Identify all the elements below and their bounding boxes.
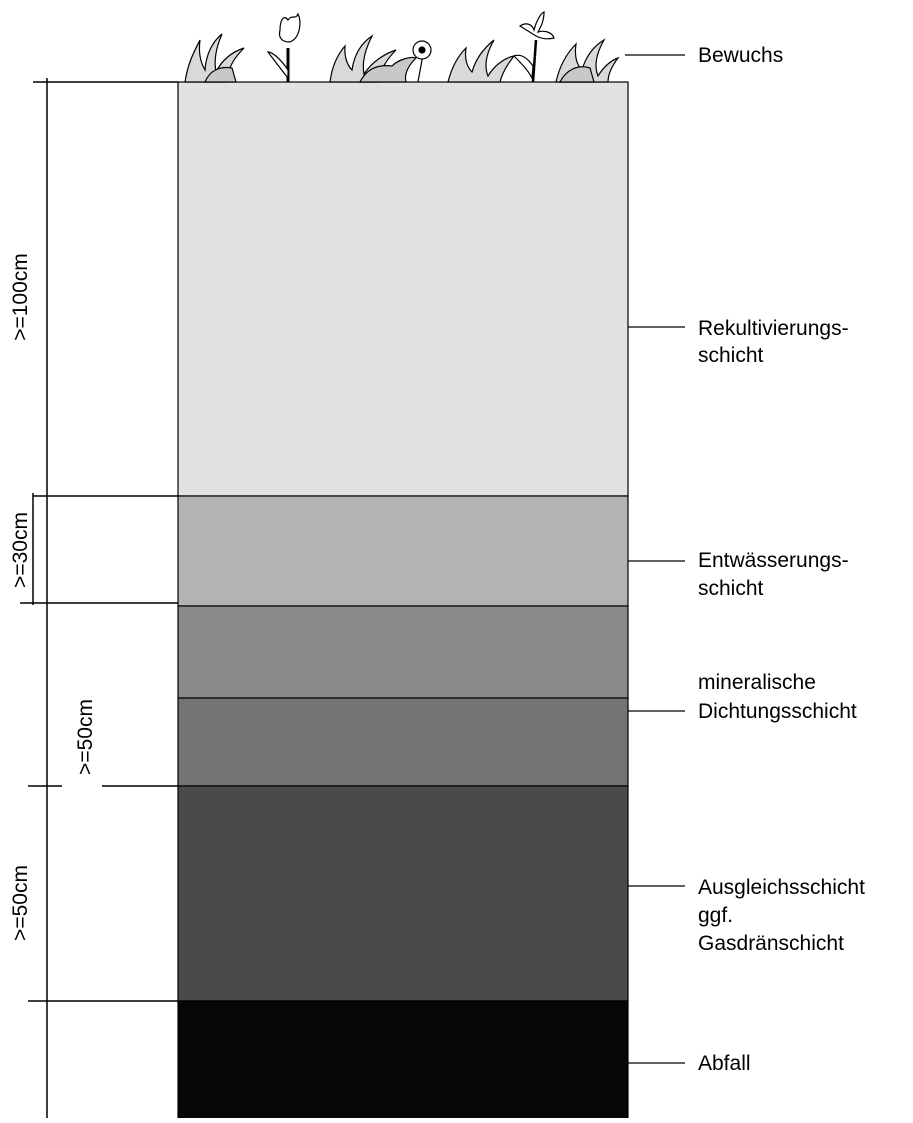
leader-lines (625, 54, 685, 1064)
label-entwaesserung-line1: Entwässerungs- (698, 549, 849, 572)
label-entwaesserung-line2: schicht (698, 577, 764, 600)
daisy-icon (412, 40, 432, 83)
dimension-label-50cm-inner: >=50cm (74, 699, 97, 775)
layer-mineralisch_oben (177, 605, 629, 699)
layer-entwaesserung (177, 495, 629, 607)
dimension-label-50cm-outer: >=50cm (9, 865, 32, 941)
label-abfall: Abfall (698, 1052, 751, 1075)
vegetation-row (184, 11, 620, 83)
tulip-icon (266, 12, 301, 82)
grass-tuft-icon (184, 33, 245, 83)
layer-mineralisch_unten (177, 697, 629, 787)
grass-tuft-icon (447, 39, 516, 83)
grass-tuft-icon (329, 34, 418, 83)
label-rekultivierung-line2: schicht (698, 344, 764, 367)
label-ausgleich-line1: Ausgleichsschicht (698, 876, 865, 899)
lily-icon (512, 11, 555, 83)
dimension-label-30cm: >=30cm (9, 512, 32, 588)
grass-tuft-icon (555, 38, 620, 83)
label-ausgleich-line2: ggf. (698, 904, 734, 927)
layer-abfall (177, 1000, 629, 1121)
label-ausgleich-line3: Gasdränschicht (698, 932, 844, 955)
dimension-label-100cm: >=100cm (9, 253, 32, 341)
label-bewuchs: Bewuchs (698, 44, 784, 67)
dimension-lines (20, 78, 178, 1118)
label-dichtung-line1: mineralische (698, 671, 816, 694)
layer-stack (177, 81, 629, 1121)
label-rekultivierung-line1: Rekultivierungs- (698, 317, 849, 340)
layer-ausgleich (177, 785, 629, 1002)
layer-rekultivierung (177, 81, 629, 497)
label-dichtung-line2: Dichtungsschicht (698, 700, 857, 723)
